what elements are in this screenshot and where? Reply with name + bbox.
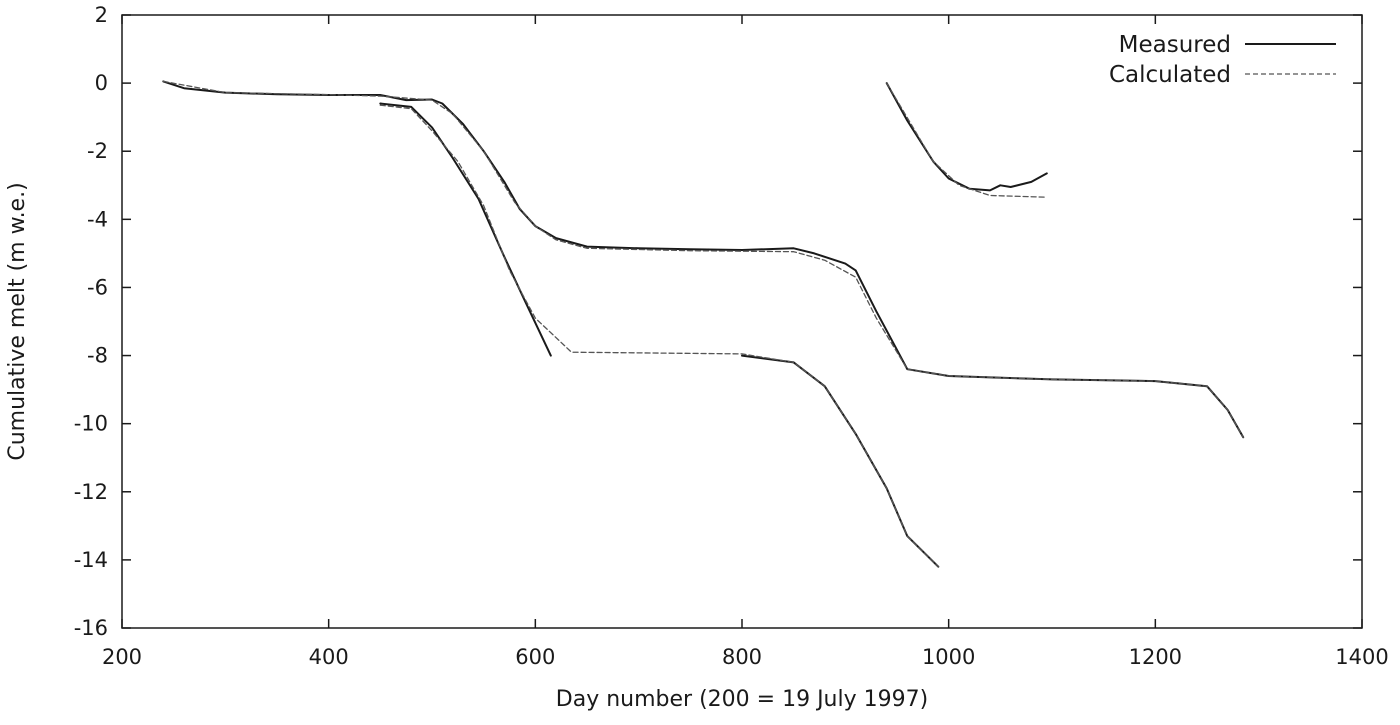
x-tick-label: 1000 [922, 645, 975, 669]
calculated-series-line [379, 104, 939, 568]
x-tick-labels: 200 400 600 800 1000 1200 1400 [102, 645, 1389, 669]
x-axis-title: Day number (200 = 19 July 1997) [556, 687, 928, 712]
x-tick-label: 1400 [1335, 645, 1388, 669]
legend-label-measured: Measured [1119, 32, 1231, 58]
calculated-series-line [162, 80, 1244, 438]
measured-series-line [379, 102, 552, 357]
x-tick-label: 1200 [1129, 645, 1182, 669]
measured-series-line [162, 80, 1245, 439]
y-tick-label: -4 [87, 207, 108, 231]
legend: Measured Calculated [1109, 32, 1336, 88]
y-tick-label: -16 [74, 616, 108, 640]
y-axis-title: Cumulative melt (m w.e.) [5, 182, 30, 460]
x-tick-label: 600 [515, 645, 555, 669]
x-tick-label: 800 [722, 645, 762, 669]
legend-label-calculated: Calculated [1109, 62, 1231, 88]
y-tick-label: -2 [87, 139, 108, 163]
calculated-series-line [886, 82, 1048, 198]
y-tick-label: 2 [95, 3, 108, 27]
measured-series-line [741, 354, 940, 568]
y-tick-label: -10 [74, 412, 108, 436]
y-tick-labels: 2 0 -2 -4 -6 -8 -10 -12 -14 -16 [74, 3, 108, 640]
y-tick-label: -12 [74, 480, 108, 504]
axis-ticks [121, 14, 1363, 629]
plot-frame [121, 14, 1363, 629]
x-tick-label: 200 [102, 645, 142, 669]
x-tick-label: 400 [309, 645, 349, 669]
series-curves [162, 80, 1245, 568]
y-tick-label: -8 [87, 344, 108, 368]
y-tick-label: 0 [95, 71, 108, 95]
measured-series-line [885, 82, 1048, 192]
y-tick-label: -14 [74, 548, 108, 572]
y-tick-label: -6 [87, 275, 108, 299]
